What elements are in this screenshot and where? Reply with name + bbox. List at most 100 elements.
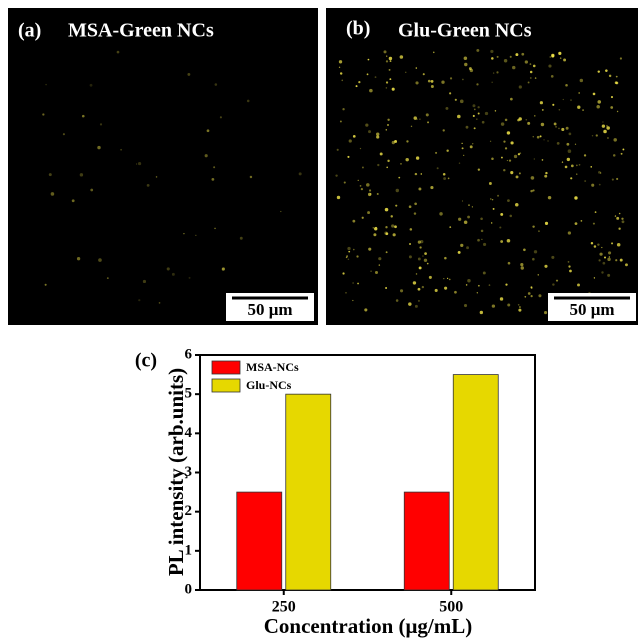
fluorescence-dot xyxy=(470,145,473,148)
fluorescence-dot xyxy=(49,173,52,176)
fluorescence-dot xyxy=(90,84,93,87)
fluorescence-dot xyxy=(448,178,450,180)
legend-label: MSA-NCs xyxy=(246,360,299,374)
fluorescence-dot xyxy=(348,258,350,260)
fluorescence-dot xyxy=(472,104,475,107)
fluorescence-dot xyxy=(501,122,504,125)
x-tick-label: 250 xyxy=(272,599,296,616)
fluorescence-dot xyxy=(510,171,513,174)
fluorescence-dot xyxy=(469,67,472,70)
fluorescence-dot xyxy=(462,200,463,201)
fluorescence-dot xyxy=(138,162,141,165)
fluorescence-dot xyxy=(462,147,464,149)
fluorescence-dot xyxy=(349,139,352,142)
fluorescence-dot xyxy=(463,155,464,156)
fluorescence-dot xyxy=(368,248,371,251)
fluorescence-dot xyxy=(481,239,482,240)
fluorescence-dot xyxy=(570,99,571,100)
fluorescence-dot xyxy=(385,226,387,228)
fluorescence-dot xyxy=(531,295,533,297)
fluorescence-dot xyxy=(530,190,532,192)
fluorescence-dot xyxy=(619,213,621,215)
fluorescence-dot xyxy=(473,115,475,117)
fluorescence-dot xyxy=(581,220,583,222)
fluorescence-dot xyxy=(492,199,493,200)
panel-title: Glu-Green NCs xyxy=(398,20,532,42)
fluorescence-dot xyxy=(596,134,598,136)
fluorescence-dot xyxy=(554,123,557,126)
fluorescence-dot xyxy=(501,157,503,159)
fluorescence-dot xyxy=(510,141,513,144)
fluorescence-dot xyxy=(483,243,486,246)
fluorescence-dot xyxy=(472,206,473,207)
fluorescence-dot xyxy=(400,289,403,292)
fluorescence-dot xyxy=(559,109,561,111)
fluorescence-dot xyxy=(379,264,380,265)
panel-label: (c) xyxy=(135,350,157,372)
fluorescence-dot xyxy=(611,96,613,98)
fluorescence-dot xyxy=(607,137,608,138)
fluorescence-dot xyxy=(593,93,596,96)
x-tick-label: 500 xyxy=(439,599,463,616)
fluorescence-dot xyxy=(612,179,614,181)
fluorescence-dot xyxy=(413,281,416,284)
panel-label: (a) xyxy=(18,20,41,42)
bar xyxy=(237,492,282,590)
fluorescence-dot xyxy=(427,263,429,265)
fluorescence-dot xyxy=(601,271,603,273)
fluorescence-dot xyxy=(337,149,339,151)
fluorescence-dot xyxy=(450,77,452,79)
fluorescence-dot xyxy=(428,80,431,83)
fluorescence-dot xyxy=(563,59,566,62)
fluorescence-dot xyxy=(414,116,417,119)
fluorescence-dot xyxy=(610,106,613,109)
fluorescence-dot xyxy=(606,126,610,130)
fluorescence-dot xyxy=(590,166,592,168)
fluorescence-dot xyxy=(207,129,210,132)
fluorescence-dot xyxy=(503,169,505,171)
fluorescence-dot xyxy=(400,55,404,59)
fluorescence-dot xyxy=(504,59,507,62)
fluorescence-dot xyxy=(574,196,577,199)
fluorescence-dot xyxy=(378,257,381,260)
fluorescence-dot xyxy=(561,128,564,131)
fluorescence-dot xyxy=(360,148,361,149)
fluorescence-dot xyxy=(516,175,519,178)
fluorescence-dot xyxy=(387,124,389,126)
fluorescence-dot xyxy=(395,205,397,207)
fluorescence-dot xyxy=(530,77,532,79)
fluorescence-dot xyxy=(560,57,562,59)
fluorescence-dot xyxy=(537,136,540,139)
fluorescence-dot xyxy=(510,56,512,58)
fluorescence-dot xyxy=(339,67,340,68)
fluorescence-dot xyxy=(542,109,544,111)
fluorescence-dot xyxy=(576,164,578,166)
fluorescence-dot xyxy=(98,258,102,262)
fluorescence-dot xyxy=(389,78,391,80)
fluorescence-dot xyxy=(617,111,618,112)
fluorescence-dot xyxy=(107,277,109,279)
fluorescence-dot xyxy=(568,231,571,234)
fluorescence-dot xyxy=(51,192,55,196)
fluorescence-dot xyxy=(599,259,601,261)
fluorescence-dot xyxy=(507,131,510,134)
fluorescence-dot xyxy=(615,259,617,261)
fluorescence-dot xyxy=(576,173,577,174)
fluorescence-dot xyxy=(507,160,508,161)
fluorescence-dot xyxy=(422,286,424,288)
fluorescence-dot xyxy=(544,311,547,314)
fluorescence-dot xyxy=(477,239,480,242)
panel-label: (b) xyxy=(346,18,370,40)
fluorescence-dot xyxy=(480,217,483,220)
fluorescence-dot xyxy=(599,184,601,186)
fluorescence-dot xyxy=(518,309,521,312)
fluorescence-dot xyxy=(205,154,208,157)
fluorescence-dot xyxy=(563,99,564,100)
fluorescence-dot xyxy=(595,211,597,213)
fluorescence-dot xyxy=(337,196,340,199)
fluorescence-dot xyxy=(507,304,510,307)
fluorescence-dot xyxy=(443,129,445,131)
fluorescence-dot xyxy=(464,304,467,307)
fluorescence-dot xyxy=(458,251,461,254)
fluorescence-dot xyxy=(353,135,356,138)
